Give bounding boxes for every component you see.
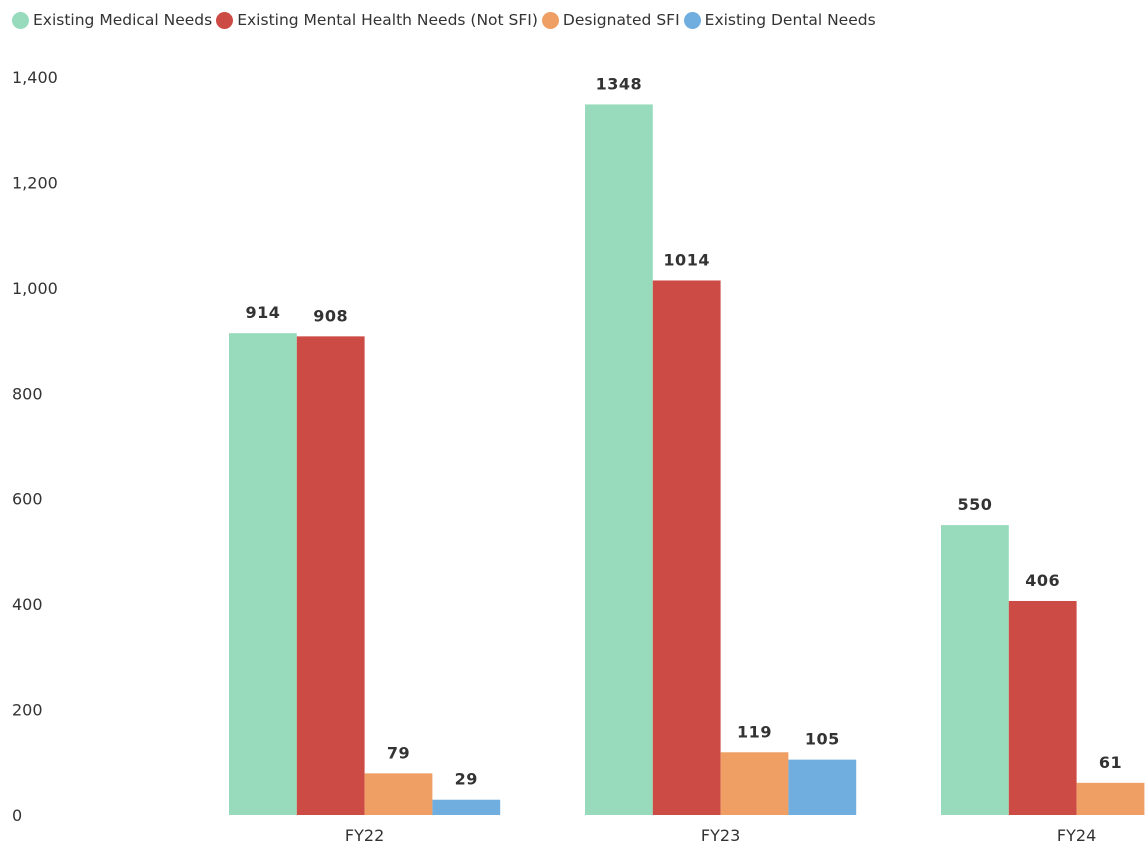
y-tick-label: 1,000 (12, 279, 58, 298)
bar (229, 333, 297, 815)
legend-item-existing-dental-needs[interactable]: Existing Dental Needs (683, 11, 876, 29)
x-axis: FY22 FY23 FY24 (345, 826, 1096, 845)
data-label: 550 (957, 495, 992, 514)
bar (585, 104, 653, 815)
data-label: 29 (455, 770, 478, 789)
data-label: 119 (737, 722, 772, 741)
y-tick-label: 1,400 (12, 68, 58, 87)
legend: Existing Medical Needs Existing Mental H… (12, 7, 880, 33)
data-label: 914 (245, 303, 280, 322)
data-label: 1014 (663, 250, 710, 269)
data-label: 61 (1099, 753, 1122, 772)
legend-item-existing-medical-needs[interactable]: Existing Medical Needs (12, 11, 212, 29)
legend-label: Existing Dental Needs (704, 11, 876, 29)
data-label: 79 (387, 743, 410, 762)
legend-label: Designated SFI (562, 11, 680, 29)
legend-swatch-icon (541, 11, 559, 29)
y-tick-label: 200 (12, 701, 43, 720)
bar (788, 759, 857, 815)
x-tick-label: FY22 (345, 826, 384, 845)
bar (1076, 782, 1145, 815)
bars (229, 104, 1145, 815)
data-label: 406 (1025, 571, 1060, 590)
data-label: 105 (805, 730, 840, 749)
y-tick-label: 0 (12, 806, 22, 825)
legend-label: Existing Medical Needs (33, 11, 213, 29)
data-labels: 914 908 79 29 1348 1014 119 105 550 406 61 (245, 74, 1122, 789)
y-axis: 0 200 400 600 800 1,000 1,200 1,400 (12, 68, 58, 825)
legend-swatch-icon (683, 11, 701, 29)
bar (1008, 600, 1077, 815)
x-tick-label: FY23 (701, 826, 740, 845)
legend-swatch-icon (216, 11, 234, 29)
legend-label: Existing Mental Health Needs (Not SFI) (237, 11, 538, 29)
data-label: 908 (313, 306, 348, 325)
bar (941, 525, 1009, 815)
y-tick-label: 400 (12, 595, 43, 614)
bar (720, 752, 789, 815)
bar (432, 799, 501, 815)
y-tick-label: 600 (12, 490, 43, 509)
bar (296, 336, 365, 815)
y-tick-label: 800 (12, 384, 43, 403)
data-label: 1348 (596, 74, 643, 93)
bar (652, 280, 721, 815)
bar (364, 773, 433, 815)
legend-item-designated-sfi[interactable]: Designated SFI (541, 11, 680, 29)
x-tick-label: FY24 (1057, 826, 1096, 845)
y-tick-label: 1,200 (12, 173, 58, 192)
legend-swatch-icon (12, 11, 29, 29)
legend-item-existing-mental-health-needs[interactable]: Existing Mental Health Needs (Not SFI) (216, 11, 538, 29)
